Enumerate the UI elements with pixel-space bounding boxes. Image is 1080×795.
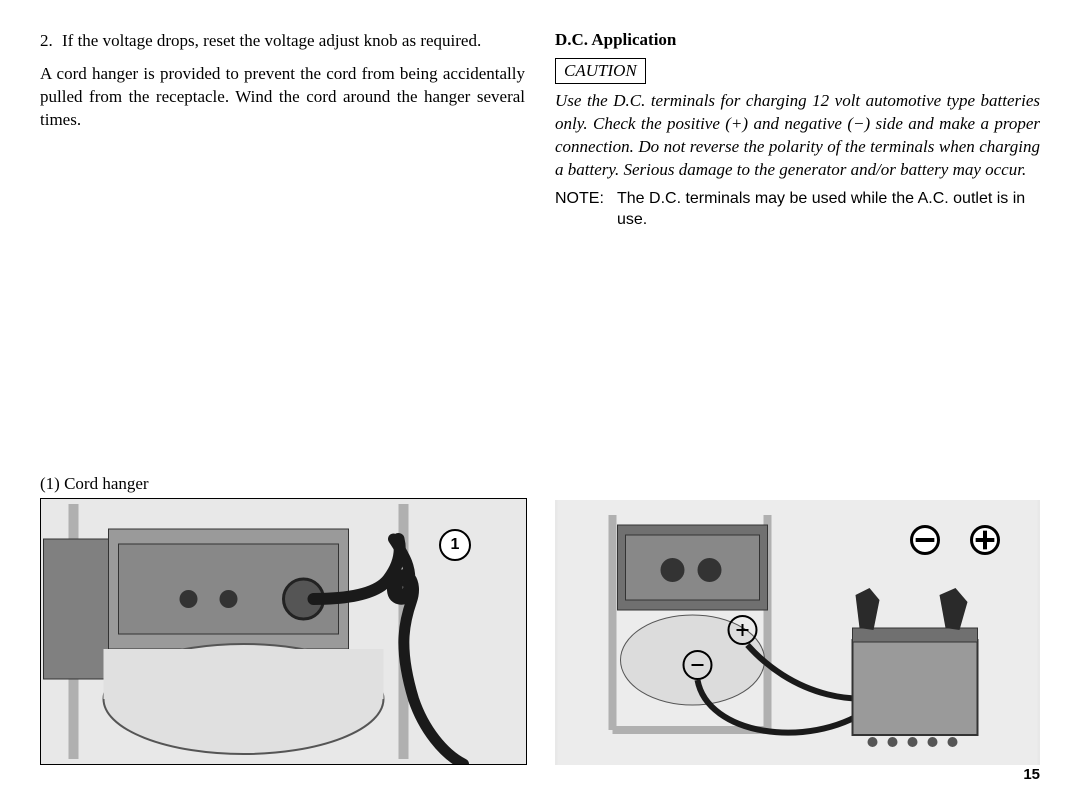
- left-column: 2. If the voltage drops, reset the volta…: [40, 30, 525, 765]
- step-number: 2.: [40, 30, 62, 53]
- cord-hanger-paragraph: A cord hanger is provided to prevent the…: [40, 63, 525, 132]
- right-column: D.C. Application CAUTION Use the D.C. te…: [555, 30, 1040, 765]
- figure-dc-connection: [555, 500, 1040, 765]
- caution-text: Use the D.C. terminals for charging 12 v…: [555, 90, 1040, 182]
- dc-application-heading: D.C. Application: [555, 30, 1040, 50]
- numbered-step-2: 2. If the voltage drops, reset the volta…: [40, 30, 525, 53]
- note-label: NOTE:: [555, 188, 617, 231]
- step-text: If the voltage drops, reset the voltage …: [62, 30, 481, 53]
- note-row: NOTE: The D.C. terminals may be used whi…: [555, 188, 1040, 231]
- manual-page: 2. If the voltage drops, reset the volta…: [0, 0, 1080, 795]
- caution-label-box: CAUTION: [555, 58, 646, 84]
- figure-1-caption: (1) Cord hanger: [40, 474, 525, 494]
- plus-terminal-icon: [970, 525, 1000, 555]
- note-text: The D.C. terminals may be used while the…: [617, 188, 1040, 231]
- minus-terminal-icon: [910, 525, 940, 555]
- callout-1: 1: [439, 529, 471, 561]
- figure-cord-hanger: 1: [40, 498, 527, 765]
- page-number: 15: [1023, 766, 1040, 783]
